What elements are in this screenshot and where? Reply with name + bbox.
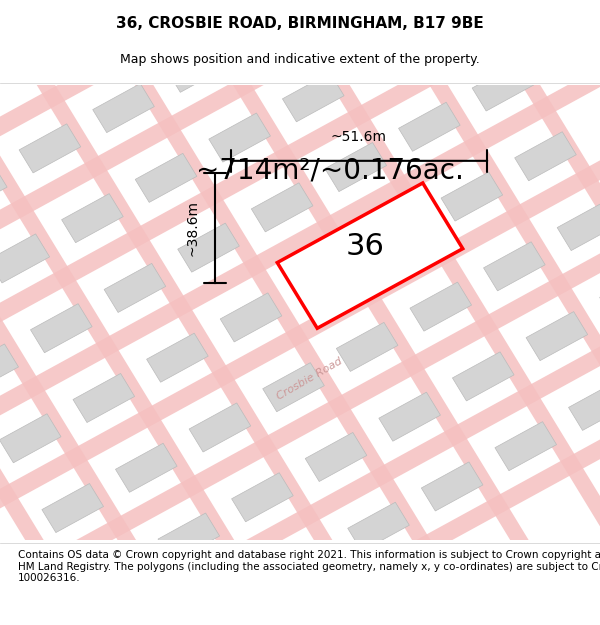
Polygon shape xyxy=(135,153,197,202)
Polygon shape xyxy=(441,172,503,221)
Polygon shape xyxy=(263,362,325,412)
Polygon shape xyxy=(314,0,375,12)
Polygon shape xyxy=(232,472,293,522)
Polygon shape xyxy=(70,0,600,625)
Polygon shape xyxy=(557,201,600,251)
Polygon shape xyxy=(0,0,600,601)
Polygon shape xyxy=(515,132,576,181)
Polygon shape xyxy=(115,443,177,493)
Polygon shape xyxy=(294,253,355,302)
Polygon shape xyxy=(31,304,92,352)
Polygon shape xyxy=(452,352,514,401)
Polygon shape xyxy=(367,213,429,261)
Polygon shape xyxy=(166,43,228,92)
Polygon shape xyxy=(337,322,398,371)
Polygon shape xyxy=(348,503,409,551)
Text: Map shows position and indicative extent of the property.: Map shows position and indicative extent… xyxy=(120,53,480,66)
Polygon shape xyxy=(42,484,104,532)
Polygon shape xyxy=(189,403,251,452)
Polygon shape xyxy=(379,392,440,441)
Polygon shape xyxy=(93,84,154,132)
Polygon shape xyxy=(200,582,262,625)
Polygon shape xyxy=(283,72,344,122)
Text: ~38.6m: ~38.6m xyxy=(186,200,200,256)
Polygon shape xyxy=(251,183,313,232)
Polygon shape xyxy=(356,32,418,81)
Polygon shape xyxy=(0,234,50,283)
Polygon shape xyxy=(305,432,367,481)
Polygon shape xyxy=(472,62,534,111)
Polygon shape xyxy=(0,414,61,462)
Text: ~714m²/~0.176ac.: ~714m²/~0.176ac. xyxy=(196,156,464,184)
Polygon shape xyxy=(0,164,7,213)
Polygon shape xyxy=(85,553,146,602)
Text: 36, CROSBIE ROAD, BIRMINGHAM, B17 9BE: 36, CROSBIE ROAD, BIRMINGHAM, B17 9BE xyxy=(116,16,484,31)
Polygon shape xyxy=(430,0,491,41)
Polygon shape xyxy=(0,0,573,625)
Polygon shape xyxy=(146,333,208,382)
Polygon shape xyxy=(127,623,188,625)
Polygon shape xyxy=(0,344,19,393)
Polygon shape xyxy=(240,3,302,52)
Polygon shape xyxy=(19,124,81,173)
Polygon shape xyxy=(62,194,123,242)
Text: Contains OS data © Crown copyright and database right 2021. This information is : Contains OS data © Crown copyright and d… xyxy=(18,550,600,583)
Polygon shape xyxy=(209,113,271,162)
Polygon shape xyxy=(484,242,545,291)
Polygon shape xyxy=(104,263,166,312)
Polygon shape xyxy=(495,422,557,471)
Polygon shape xyxy=(0,57,600,625)
Text: ~51.6m: ~51.6m xyxy=(331,130,387,144)
Polygon shape xyxy=(526,312,587,361)
Polygon shape xyxy=(325,142,386,192)
Polygon shape xyxy=(277,183,463,328)
Polygon shape xyxy=(73,374,134,423)
Polygon shape xyxy=(178,223,239,272)
Polygon shape xyxy=(569,381,600,431)
Polygon shape xyxy=(158,513,220,562)
Polygon shape xyxy=(0,0,504,625)
Text: 36: 36 xyxy=(346,232,385,261)
Polygon shape xyxy=(398,102,460,151)
Polygon shape xyxy=(274,542,336,591)
Text: Crosbie Road: Crosbie Road xyxy=(275,356,344,402)
Polygon shape xyxy=(0,0,600,531)
Polygon shape xyxy=(410,282,472,331)
Polygon shape xyxy=(421,462,483,511)
Polygon shape xyxy=(220,293,282,342)
